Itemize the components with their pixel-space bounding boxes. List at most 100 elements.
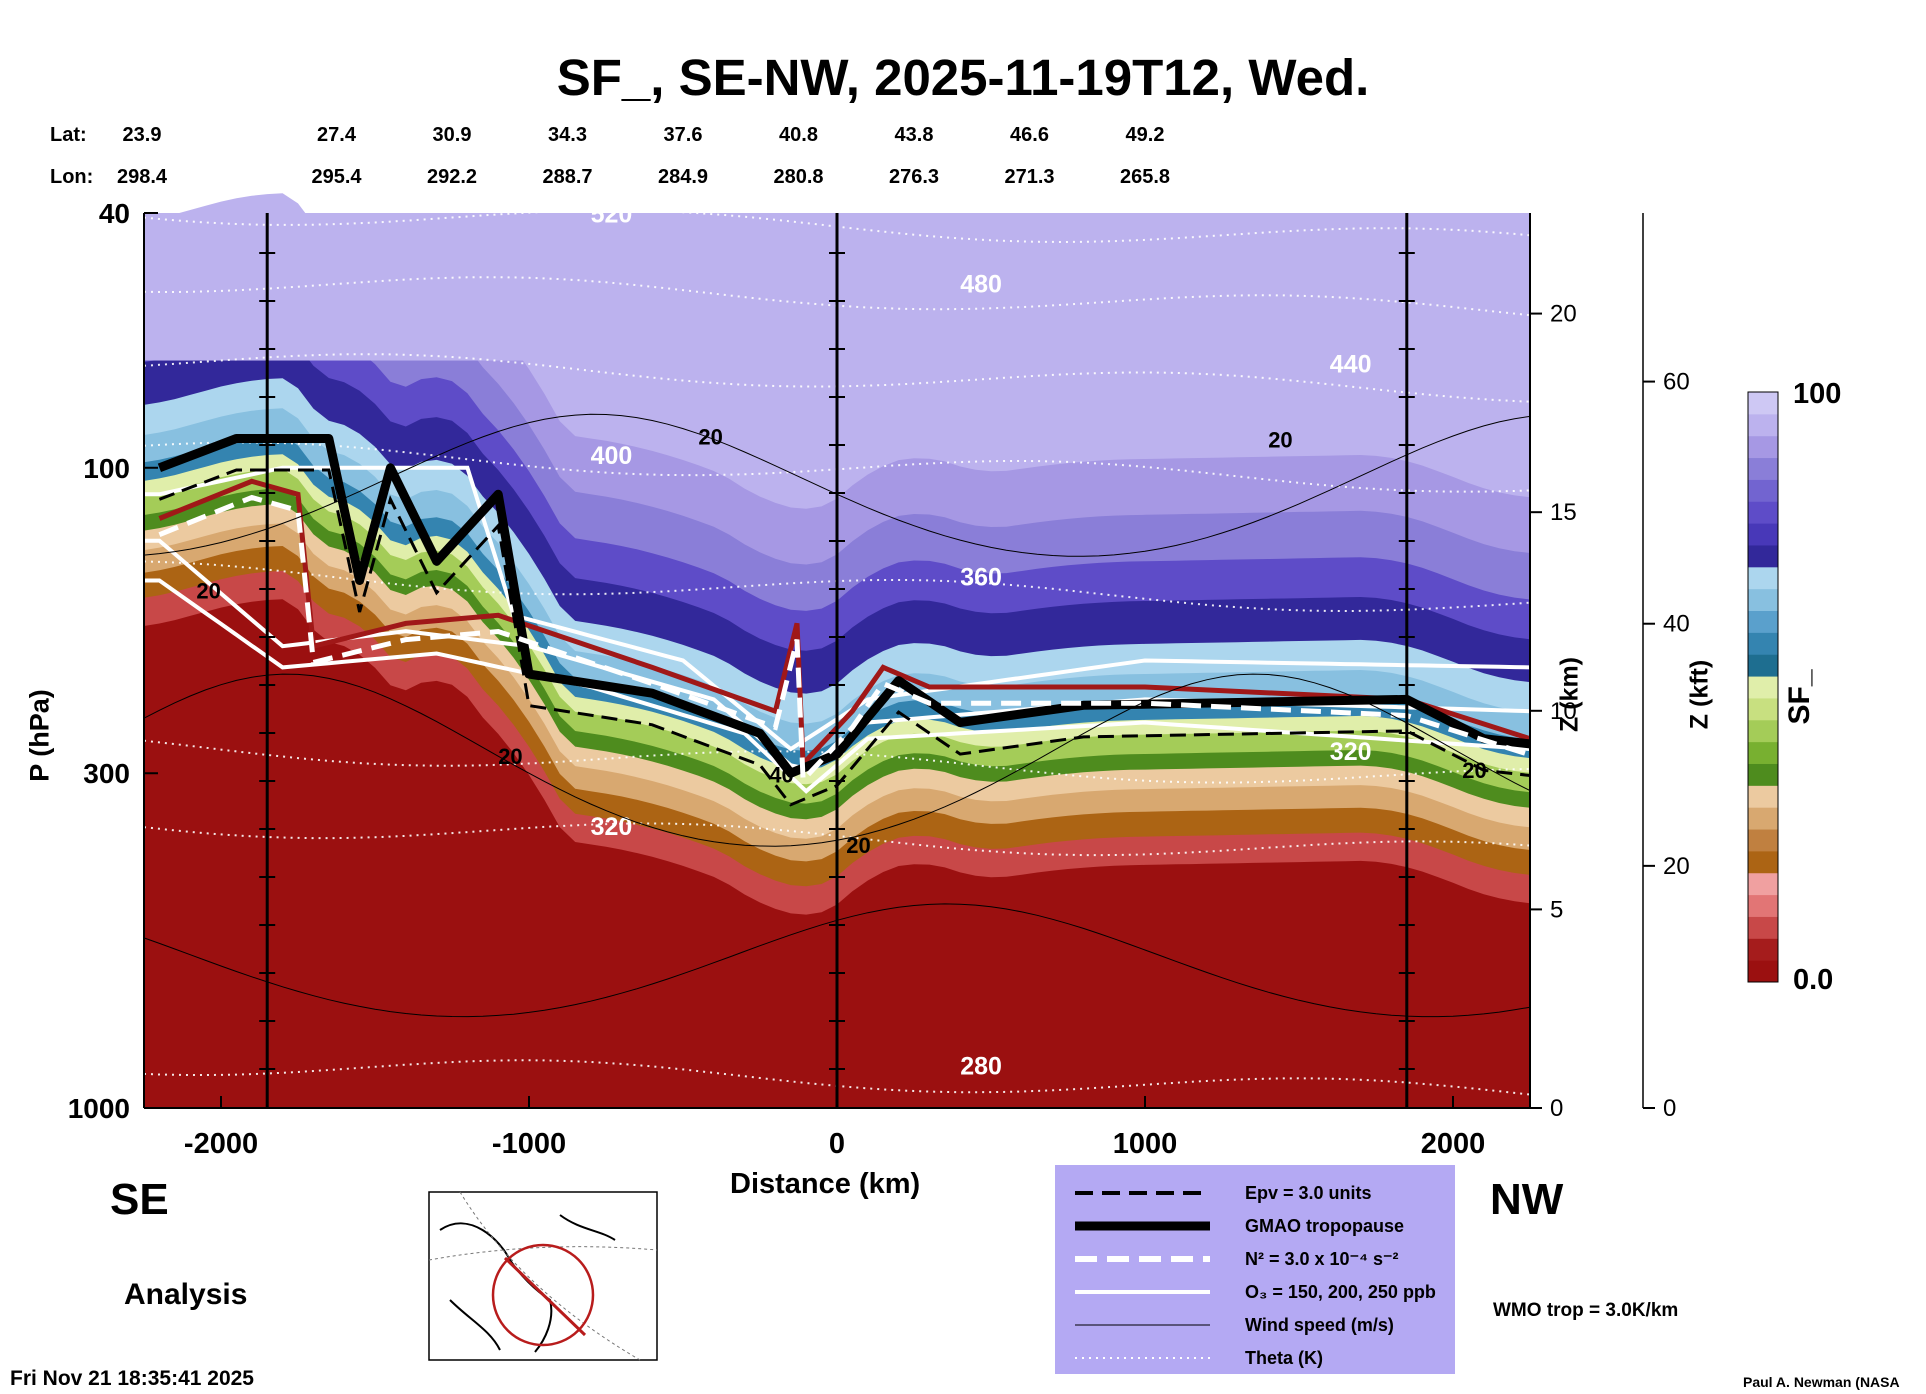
p-tick-label: 1000 [68, 1093, 130, 1124]
theta-label: 400 [591, 442, 633, 470]
thick-black-line-icon [1075, 1221, 1210, 1231]
colorbar-min-label: 0.0 [1793, 964, 1834, 996]
z-kft-title: Z (kft) [1685, 659, 1714, 730]
lat-label: Lat: [50, 124, 87, 146]
solid-white-line-icon [1075, 1290, 1210, 1294]
z-km-tick-label: 10 [1550, 698, 1577, 725]
inset-map [428, 1191, 658, 1361]
colorbar-segment [1748, 938, 1778, 961]
lon-label: Lon: [50, 166, 94, 188]
inset-range-circle [491, 1243, 595, 1347]
wind-contour-label: 40 [769, 762, 793, 787]
epv-line [158, 468, 1531, 807]
theta-label: 320 [591, 813, 633, 841]
colorbar-segment [1748, 829, 1778, 852]
colorbar-segment [1748, 588, 1778, 612]
colorbar-segment [1748, 479, 1778, 502]
legend: Epv = 3.0 units GMAO tropopause N² = 3.0… [1055, 1165, 1455, 1374]
colorbar-segment [1748, 523, 1778, 546]
nw-label: NW [1490, 1175, 1564, 1224]
x-tick-label: 2000 [1421, 1128, 1486, 1160]
colorbar [1747, 391, 1779, 983]
z-kft-tick-label: 60 [1663, 369, 1690, 396]
lon-value: 271.3 [1004, 166, 1055, 188]
z-km-tick-label: 15 [1550, 499, 1577, 526]
legend-label-theta: Theta (K) [1245, 1348, 1323, 1368]
colorbar-segment [1748, 785, 1778, 808]
lon-value: 295.4 [311, 166, 362, 188]
colorbar-segment [1748, 676, 1778, 699]
legend-row-n2: N² = 3.0 x 10⁻⁴ s⁻² [1075, 1245, 1455, 1275]
analysis-label: Analysis [124, 1278, 248, 1311]
lon-value: 288.7 [542, 166, 593, 188]
wmo-tropopause-line [158, 478, 1531, 770]
z-km-tick-label: 20 [1550, 301, 1577, 328]
wmo-trop-label: WMO trop = 3.0K/km [1493, 1300, 1679, 1321]
theta-label: 360 [960, 564, 1002, 592]
y-axis-title: P (hPa) [24, 689, 55, 782]
theta-label: 320 [1330, 738, 1372, 766]
credit-label: Paul A. Newman (NASA [1743, 1374, 1900, 1390]
colorbar-segment [1748, 719, 1778, 743]
colorbar-segment [1748, 763, 1778, 786]
z-km-title: Z (km) [1555, 657, 1584, 732]
lon-value: 280.8 [773, 166, 824, 188]
legend-row-o3: O₃ = 150, 200, 250 ppb [1075, 1278, 1455, 1308]
lon-value: 292.2 [426, 166, 478, 188]
lat-value: 30.9 [432, 124, 472, 146]
wind-contour-label: 20 [498, 744, 522, 769]
colorbar-segment [1748, 392, 1778, 415]
z-kft-tick-label: 20 [1663, 853, 1690, 880]
theta-label: 280 [960, 1053, 1002, 1081]
lat-value: 23.9 [122, 124, 162, 146]
z-kft-tick-label: 40 [1663, 611, 1690, 638]
thin-black-line-icon [1075, 1324, 1210, 1326]
colorbar-segment [1748, 697, 1778, 721]
n2-line [158, 494, 1531, 787]
colorbar-segment [1748, 741, 1778, 764]
theta-label: 440 [1330, 350, 1372, 378]
colorbar-segment [1748, 850, 1778, 874]
dashed-white-line-icon [1075, 1256, 1210, 1262]
wind-contour-label: 20 [196, 578, 220, 603]
colorbar-segment [1748, 894, 1778, 917]
inset-map-frame [428, 1191, 658, 1361]
inset-graticule [428, 1191, 658, 1361]
lat-value: 37.6 [663, 124, 703, 146]
lon-value: 284.9 [657, 166, 709, 188]
x-axis-title: Distance (km) [730, 1168, 921, 1200]
wind-contour-label: 20 [698, 425, 722, 450]
z-kft-tick-label: 0 [1663, 1095, 1676, 1122]
legend-label-wind: Wind speed (m/s) [1245, 1315, 1394, 1335]
lon-value: 265.8 [1119, 166, 1171, 188]
p-tick-label: 300 [83, 758, 130, 789]
colorbar-segment [1748, 654, 1778, 677]
colorbar-segment [1748, 457, 1778, 480]
lat-value: 46.6 [1010, 124, 1049, 146]
x-tick-label: 0 [829, 1128, 845, 1160]
x-tick-label: 1000 [1113, 1128, 1178, 1160]
lat-value: 34.3 [548, 124, 587, 146]
lon-value: 298.4 [116, 166, 168, 188]
z-km-tick-label: 0 [1550, 1095, 1563, 1122]
y-axis-title-wrap: P (hPa) [20, 590, 70, 890]
colorbar-max-label: 100 [1793, 378, 1842, 410]
z-km-tick-label: 5 [1550, 896, 1563, 923]
colorbar-segment [1748, 610, 1778, 633]
wind-contour-label: 20 [846, 833, 870, 858]
wind-contour-label: 20 [1462, 758, 1486, 783]
lon-value: 276.3 [888, 166, 940, 188]
legend-label-o3: O₃ = 150, 200, 250 ppb [1245, 1282, 1436, 1302]
legend-row-wind: Wind speed (m/s) [1075, 1311, 1455, 1341]
colorbar-segment [1748, 413, 1778, 437]
legend-row-gmao: GMAO tropopause [1075, 1212, 1455, 1242]
colorbar-segment [1748, 632, 1778, 655]
colorbar-segment [1748, 872, 1778, 896]
lat-value: 49.2 [1125, 124, 1165, 146]
axes: -2000 -1000 0 1000 2000 40 100 300 1000 0 5 10 15 20 0… [68, 198, 1690, 1160]
x-tick-label: -1000 [492, 1128, 566, 1160]
footer-date: Fri Nov 21 18:35:41 2025 [10, 1367, 254, 1390]
legend-label-gmao: GMAO tropopause [1245, 1216, 1405, 1236]
colorbar-segment [1748, 807, 1778, 830]
